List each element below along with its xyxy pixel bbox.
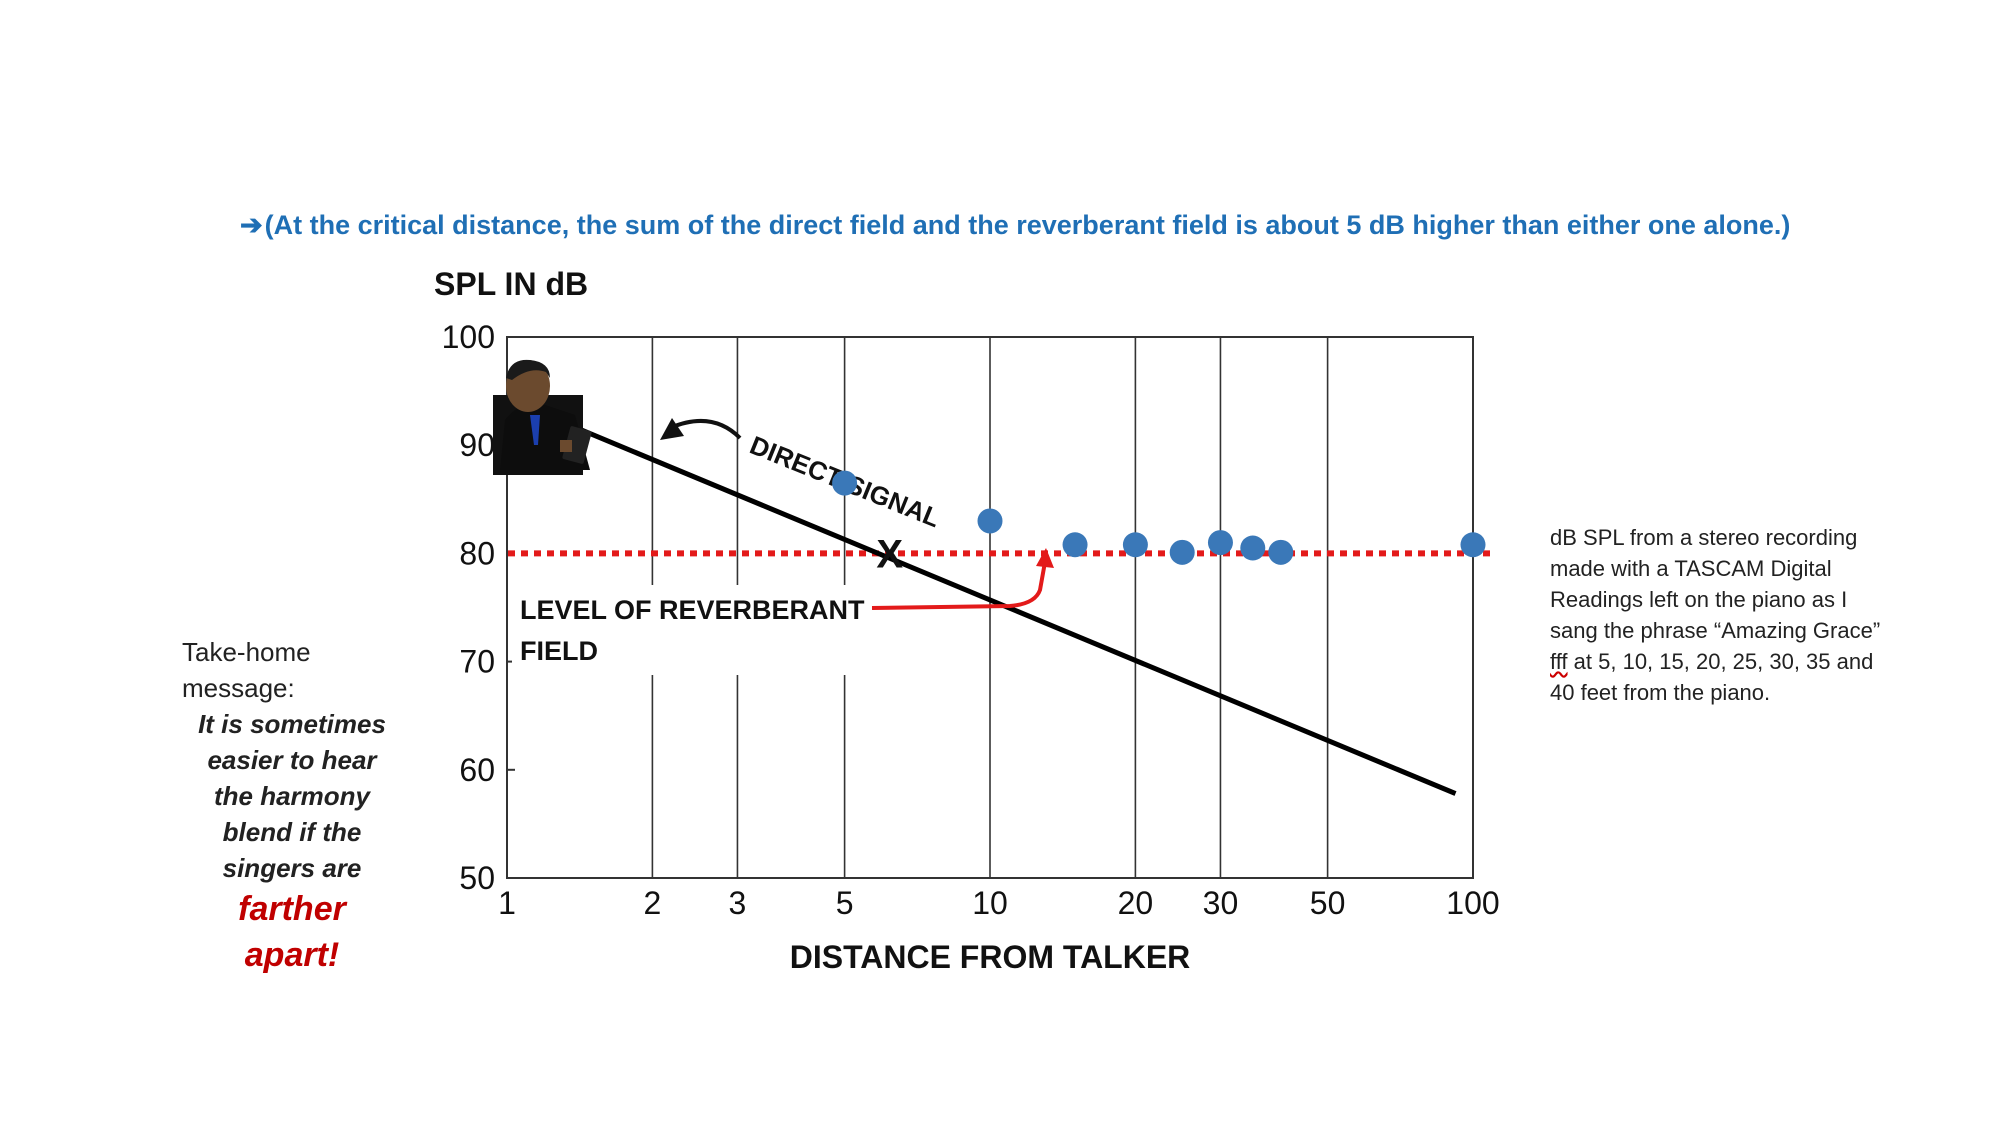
critical-distance-banner: ➔(At the critical distance, the sum of t…	[240, 210, 1790, 241]
take-home-line-1: It is sometimes	[198, 709, 386, 739]
x-tick-label: 100	[1446, 885, 1499, 921]
take-home-line-3: the harmony	[213, 781, 371, 811]
arrow-right-icon: ➔	[240, 210, 263, 240]
x-tick-labels: 1 2 3 5 10 20 30 50 100	[498, 885, 1500, 921]
note-fff: fff	[1550, 649, 1568, 674]
x-tick-label: 1	[498, 885, 516, 921]
x-axis-title: DISTANCE FROM TALKER	[790, 939, 1191, 975]
x-tick-label: 3	[729, 885, 747, 921]
take-home-emph-1: farther	[238, 890, 346, 928]
take-home-emph-2: apart!	[244, 936, 340, 974]
note-text-1: dB SPL from a stereo recording made with…	[1550, 525, 1881, 643]
direct-signal-line	[526, 405, 1457, 796]
talker-figure	[493, 359, 592, 475]
measurement-point	[832, 470, 858, 496]
reverb-label-line2: FIELD	[520, 636, 598, 666]
take-home-line-2: easier to hear	[207, 745, 377, 775]
measurement-point	[1460, 532, 1486, 558]
y-tick-label: 60	[459, 752, 495, 788]
take-home-line-4: blend if the	[222, 817, 362, 847]
y-tick-labels: 50 60 70 80 90 100	[442, 319, 495, 896]
reverb-arrowhead-icon	[1036, 548, 1054, 568]
direct-arrow	[669, 419, 742, 440]
note-text-2: at 5, 10, 15, 20, 25, 30, 35 and 40 feet…	[1550, 649, 1874, 705]
take-home-heading-2: message:	[182, 673, 295, 703]
measurement-point	[1240, 535, 1266, 561]
y-tick-label: 90	[459, 427, 495, 463]
x-tick-label: 10	[972, 885, 1008, 921]
take-home-message: Take-home message: It is sometimes easie…	[182, 634, 422, 978]
reverb-label-bg	[512, 585, 872, 675]
y-tick-label: 50	[459, 860, 495, 896]
x-tick-label: 20	[1118, 885, 1154, 921]
measurement-points	[832, 470, 1486, 565]
take-home-heading-1: Take-home	[182, 637, 311, 667]
reverb-label-line1: LEVEL OF REVERBERANT	[520, 595, 865, 625]
x-tick-label: 30	[1203, 885, 1239, 921]
critical-distance-marker: X	[876, 532, 903, 576]
take-home-line-5: singers are	[222, 853, 362, 883]
banner-text: (At the critical distance, the sum of th…	[264, 210, 1791, 240]
measurement-point	[1268, 539, 1294, 565]
y-tick-label: 80	[459, 535, 495, 571]
measurement-point	[1062, 532, 1088, 558]
direct-arrowhead-icon	[660, 418, 684, 440]
x-tick-label: 2	[643, 885, 661, 921]
reverb-arrow	[871, 561, 1047, 610]
y-tick-label: 100	[442, 319, 495, 355]
measurement-point	[1122, 532, 1148, 558]
measurement-point	[977, 508, 1003, 534]
measurement-point	[1207, 530, 1233, 556]
x-tick-label: 50	[1310, 885, 1346, 921]
measurement-point	[1169, 539, 1195, 565]
recording-note: dB SPL from a stereo recording made with…	[1550, 522, 1890, 708]
x-tick-label: 5	[836, 885, 854, 921]
y-tick-label: 70	[459, 644, 495, 680]
y-axis-title: SPL IN dB	[434, 266, 588, 302]
